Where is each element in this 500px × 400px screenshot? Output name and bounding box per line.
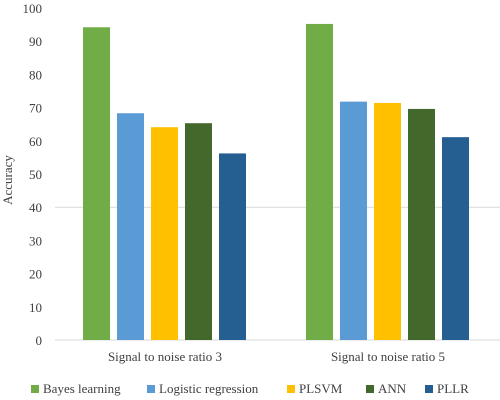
- bar-2-1: [374, 102, 401, 341]
- legend-label: PLLR: [437, 381, 469, 396]
- bar-0-0: [83, 27, 110, 340]
- y-tick-label: 60: [29, 134, 42, 149]
- y-tick-labels: 0 10 20 30 40 50 60 70 80 90 100: [23, 1, 43, 348]
- legend-swatch: [31, 385, 39, 393]
- bar-1-1: [340, 101, 367, 341]
- x-category-label: Signal to noise ratio 3: [108, 349, 222, 364]
- legend-swatch: [287, 385, 295, 393]
- x-category-labels: Signal to noise ratio 3 Signal to noise r…: [108, 349, 445, 364]
- legend-label: Bayes learning: [43, 381, 121, 396]
- bar-4-1: [442, 137, 469, 340]
- x-category-label: Signal to noise ratio 5: [331, 349, 445, 364]
- bars: [83, 23, 469, 341]
- y-axis-title: Accuracy: [0, 155, 15, 205]
- legend: Bayes learning Logistic regression PLSVM AN…: [31, 381, 469, 396]
- y-tick-label: 100: [23, 1, 43, 16]
- legend-label: ANN: [378, 381, 407, 396]
- bar-3-0: [185, 123, 212, 340]
- y-tick-label: 90: [29, 34, 42, 49]
- bar-0-1: [306, 23, 333, 340]
- bar-3-1: [408, 108, 435, 340]
- y-tick-label: 20: [29, 267, 42, 282]
- y-tick-label: 10: [29, 300, 42, 315]
- y-tick-label: 50: [29, 167, 42, 182]
- legend-label: PLSVM: [299, 381, 343, 396]
- legend-swatch: [147, 385, 155, 393]
- bar-2-0: [151, 127, 178, 340]
- y-tick-label: 70: [29, 101, 42, 116]
- y-tick-label: 30: [29, 233, 42, 248]
- bar-1-0: [117, 113, 144, 340]
- legend-label: Logistic regression: [159, 381, 259, 396]
- y-tick-label: 40: [29, 200, 42, 215]
- y-tick-label: 80: [29, 67, 42, 82]
- bar-4-0: [219, 153, 246, 340]
- legend-swatch: [425, 385, 433, 393]
- legend-swatch: [366, 385, 374, 393]
- y-tick-label: 0: [36, 333, 43, 348]
